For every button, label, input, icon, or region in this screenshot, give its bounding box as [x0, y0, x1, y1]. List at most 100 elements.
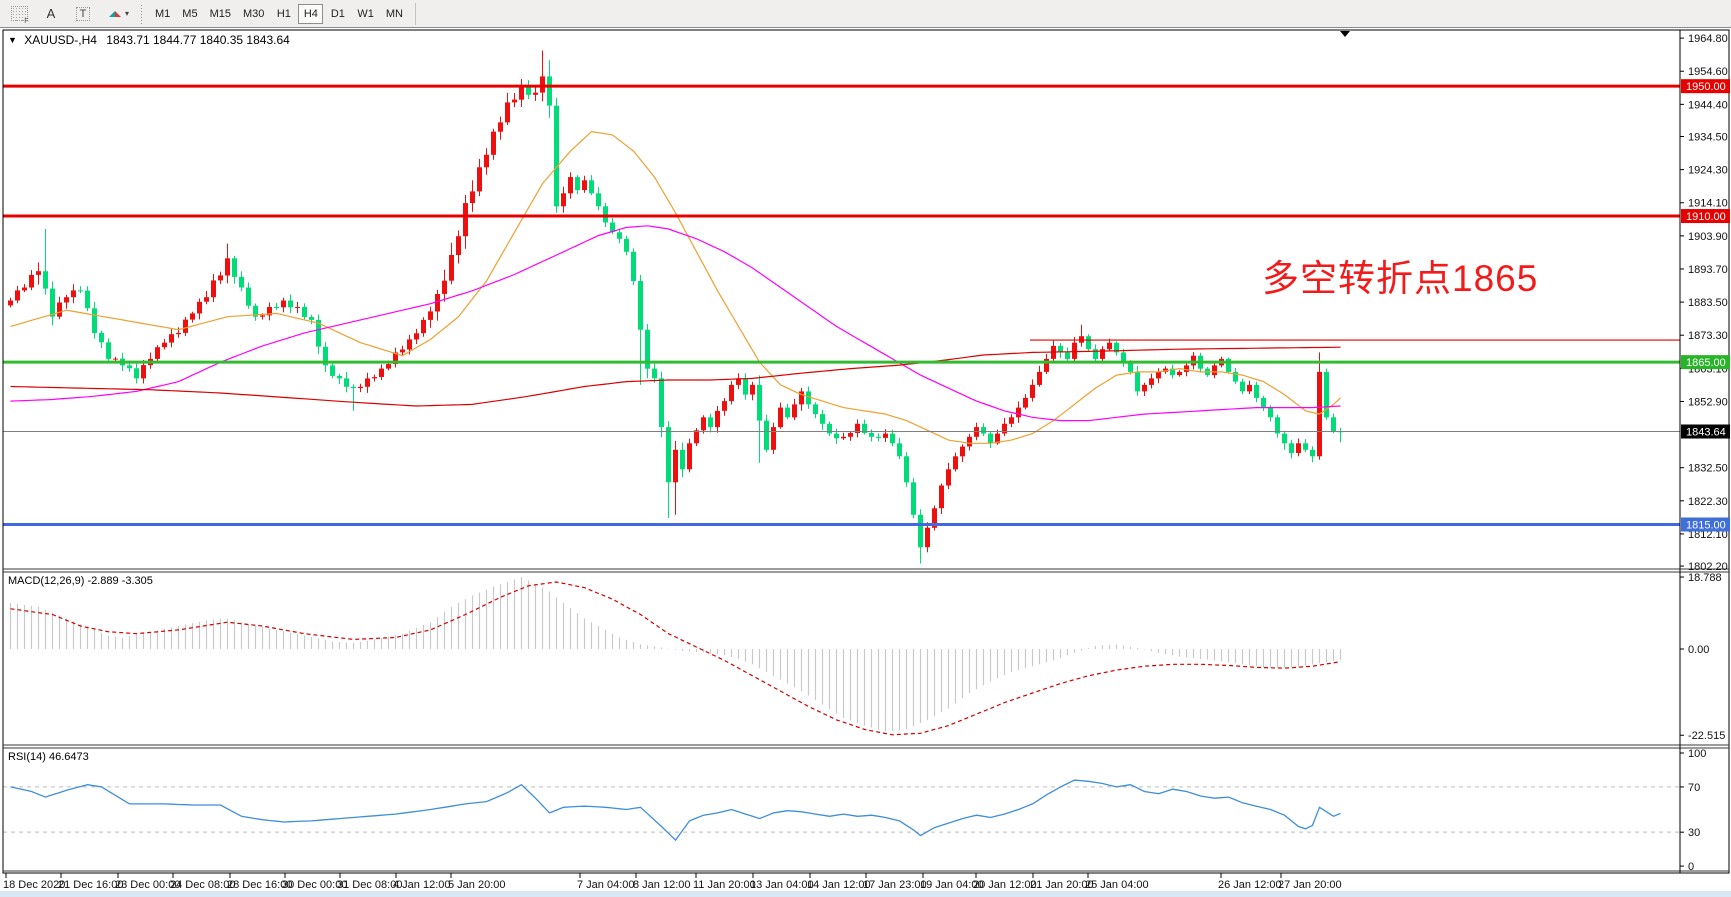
candle-body: [645, 329, 650, 369]
svg-text:30: 30: [1688, 827, 1700, 839]
ma-fast-orange: [10, 130, 1341, 444]
candle-body: [540, 76, 545, 93]
tf-w1-button[interactable]: W1: [352, 4, 379, 24]
label-a-icon[interactable]: A: [38, 3, 64, 25]
grid-f-icon[interactable]: F: [6, 3, 32, 25]
rsi-line: [10, 779, 1341, 842]
horizontal-lines[interactable]: [3, 84, 1680, 526]
price-axis[interactable]: 1964.80 1954.60 1944.40 1934.50 1924.30 1914.…: [1680, 33, 1730, 573]
tf-d1-button[interactable]: D1: [325, 4, 350, 24]
price-tag: [1681, 517, 1730, 532]
candle-body: [946, 469, 951, 486]
time-tick: 21 Dec 16:00: [58, 879, 123, 891]
candle-body: [29, 274, 34, 288]
chevron-down-icon: ▾: [125, 9, 130, 18]
candle-body: [274, 307, 279, 308]
toolbar: F A T ▾ M1 M5 M15 M30 H1 H4 D1 W1 MN: [0, 0, 1731, 28]
candle-body: [617, 232, 622, 239]
arrows-dropdown-icon[interactable]: ▾: [104, 5, 132, 23]
candle-body: [36, 271, 41, 275]
candle-body: [232, 258, 237, 277]
letter-t-glyph: T: [75, 6, 91, 21]
svg-text:-22.515: -22.515: [1688, 730, 1725, 742]
candle-body: [351, 386, 356, 389]
candle-body: [78, 290, 83, 292]
candle-body: [813, 404, 818, 415]
price-tick: 1883.50: [1688, 297, 1728, 309]
price-tag: [1681, 209, 1730, 224]
tf-m15-button[interactable]: M15: [205, 4, 236, 24]
candle-body: [239, 276, 244, 288]
candle-body: [1149, 378, 1154, 385]
candle-body: [1282, 433, 1287, 444]
candle-body: [1086, 336, 1091, 350]
candle-body: [1107, 342, 1112, 350]
candle-body: [715, 410, 720, 428]
symbol-period: XAUUSD-,H4: [24, 33, 97, 47]
tf-m1-button[interactable]: M1: [150, 4, 175, 24]
candle-body: [358, 386, 363, 389]
textbox-t-icon[interactable]: T: [70, 3, 96, 25]
time-tick: 27 Jan 20:00: [1278, 879, 1342, 891]
price-tick: 1964.80: [1688, 33, 1728, 45]
tf-m5-button[interactable]: M5: [177, 4, 202, 24]
candle-body: [757, 384, 762, 421]
ma-slow-red: [10, 346, 1341, 407]
svg-text:100: 100: [1688, 748, 1706, 760]
candle-body: [1121, 352, 1126, 363]
candle-body: [106, 342, 111, 359]
candle-body: [365, 378, 370, 387]
candle-body: [750, 384, 755, 395]
candle-body: [1079, 336, 1084, 343]
candle-body: [932, 508, 937, 528]
indicator-axes: 18.788 0.00 -22.515 100 70 30 0: [1680, 572, 1725, 873]
time-tick: 30 Dec 00:00: [282, 879, 347, 891]
candle-body: [771, 427, 776, 450]
candle-body: [134, 368, 139, 379]
candle-body: [708, 417, 713, 427]
tf-h1-button[interactable]: H1: [271, 4, 296, 24]
candle-body: [631, 251, 636, 281]
tf-mn-button[interactable]: MN: [381, 4, 408, 24]
candle-body: [505, 102, 510, 123]
candle-body: [344, 378, 349, 387]
candle-body: [442, 280, 447, 294]
candle-body: [498, 122, 503, 132]
candle-body: [288, 300, 293, 308]
collapse-triangle-icon: ▼: [8, 35, 17, 45]
macd-indicator-label: MACD(12,26,9) -2.889 -3.305: [8, 575, 153, 587]
candle-body: [1233, 371, 1238, 382]
candle-body: [127, 365, 132, 369]
candle-body: [372, 377, 377, 379]
candle-body: [939, 485, 944, 509]
candle-body: [1100, 349, 1105, 359]
candle-body: [302, 307, 307, 318]
candle-body: [435, 294, 440, 312]
letter-a-glyph: A: [46, 6, 56, 21]
candle-body: [414, 333, 419, 340]
candle-body: [603, 206, 608, 223]
time-tick: 31 Dec 08:00: [337, 879, 402, 891]
price-tag: [1681, 79, 1730, 94]
tf-m30-button[interactable]: M30: [238, 4, 269, 24]
candle-body: [204, 297, 209, 302]
svg-text:0: 0: [1688, 861, 1694, 873]
candle-body: [1037, 371, 1042, 385]
time-tick: 13 Jan 04:00: [750, 879, 814, 891]
tf-h4-button[interactable]: H4: [298, 3, 324, 24]
price-tag-label: 1843.64: [1686, 427, 1726, 439]
candle-body: [1072, 342, 1077, 359]
candle-body: [1289, 443, 1294, 453]
time-tick: 19 Jan 04:00: [920, 879, 984, 891]
candle-body: [890, 433, 895, 444]
candle-body: [1177, 371, 1182, 376]
price-tick: 1924.30: [1688, 165, 1728, 177]
candle-body: [799, 391, 804, 405]
candle-body: [428, 311, 433, 320]
candle-body: [1296, 443, 1301, 453]
candle-body: [911, 482, 916, 515]
candle-body: [764, 420, 769, 450]
candle-body: [806, 391, 811, 405]
